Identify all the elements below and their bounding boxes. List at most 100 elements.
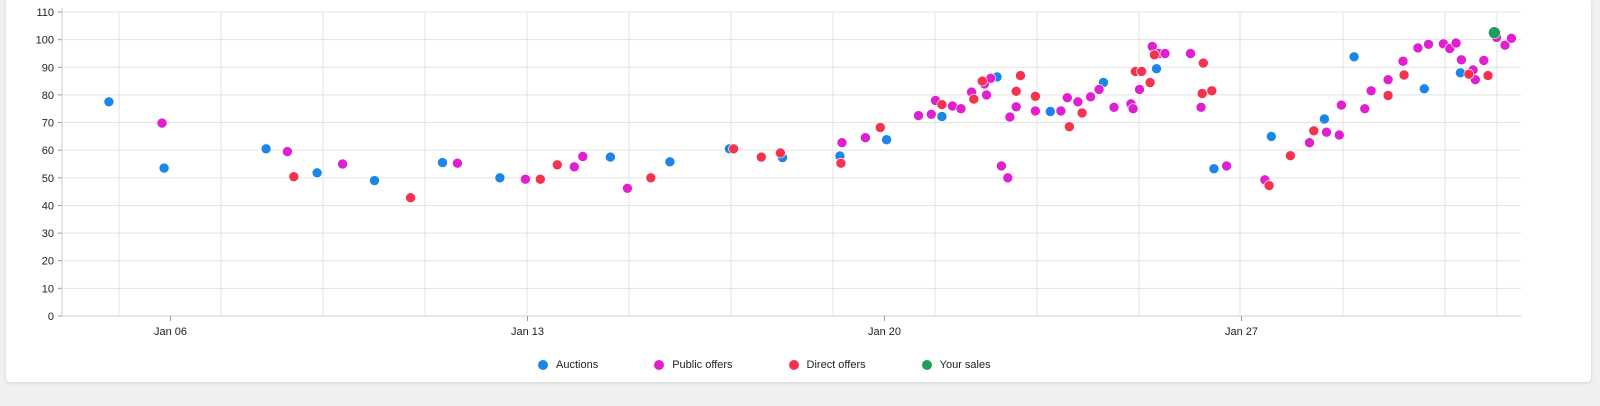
data-point-auctions[interactable] xyxy=(936,111,948,122)
data-point-your-sales[interactable] xyxy=(1488,26,1501,40)
data-point-public-offers[interactable] xyxy=(1359,103,1371,114)
data-point-direct-offers[interactable] xyxy=(1382,90,1394,101)
data-point-auctions[interactable] xyxy=(1151,63,1162,74)
data-point-direct-offers[interactable] xyxy=(874,122,886,133)
data-point-public-offers[interactable] xyxy=(1093,84,1105,95)
data-point-public-offers[interactable] xyxy=(1072,96,1084,108)
data-point-public-offers[interactable] xyxy=(1159,48,1171,59)
data-point-auctions[interactable] xyxy=(1348,51,1360,63)
data-point-direct-offers[interactable] xyxy=(835,157,847,169)
data-point-direct-offers[interactable] xyxy=(1263,180,1275,191)
data-point-public-offers[interactable] xyxy=(981,89,992,101)
data-point-public-offers[interactable] xyxy=(1506,32,1517,44)
data-point-direct-offers[interactable] xyxy=(1463,68,1475,80)
data-point-auctions[interactable] xyxy=(437,157,448,168)
data-point-direct-offers[interactable] xyxy=(1206,85,1218,97)
data-point-auctions[interactable] xyxy=(103,96,115,108)
data-point-public-offers[interactable] xyxy=(860,132,871,143)
data-point-direct-offers[interactable] xyxy=(1010,86,1022,97)
data-point-public-offers[interactable] xyxy=(836,137,848,148)
data-point-public-offers[interactable] xyxy=(1127,103,1139,114)
data-point-public-offers[interactable] xyxy=(622,183,633,194)
data-point-public-offers[interactable] xyxy=(520,173,531,185)
data-point-public-offers[interactable] xyxy=(996,160,1007,172)
data-point-public-offers[interactable] xyxy=(1336,99,1347,111)
data-point-public-offers[interactable] xyxy=(1010,101,1022,113)
data-point-direct-offers[interactable] xyxy=(1015,70,1026,81)
data-point-direct-offers[interactable] xyxy=(1144,77,1156,88)
data-point-direct-offers[interactable] xyxy=(1136,66,1147,77)
data-point-public-offers[interactable] xyxy=(1382,74,1394,85)
data-point-public-offers[interactable] xyxy=(1195,102,1207,113)
data-point-direct-offers[interactable] xyxy=(288,171,300,182)
data-point-public-offers[interactable] xyxy=(577,151,589,162)
data-point-public-offers[interactable] xyxy=(1004,111,1016,123)
data-point-direct-offers[interactable] xyxy=(976,75,988,87)
data-point-direct-offers[interactable] xyxy=(1149,49,1160,61)
legend-item-your-sales[interactable]: Your sales xyxy=(921,359,991,371)
data-point-public-offers[interactable] xyxy=(1321,126,1332,138)
data-point-public-offers[interactable] xyxy=(1304,137,1315,148)
legend-item-public-offers[interactable]: Public offers xyxy=(654,359,733,371)
data-point-public-offers[interactable] xyxy=(452,157,463,169)
data-point-auctions[interactable] xyxy=(664,156,676,168)
data-point-public-offers[interactable] xyxy=(1134,84,1145,95)
data-point-direct-offers[interactable] xyxy=(1076,107,1088,119)
data-point-direct-offers[interactable] xyxy=(1398,69,1410,81)
data-point-public-offers[interactable] xyxy=(1062,92,1073,103)
legend-item-direct-offers[interactable]: Direct offers xyxy=(788,359,866,371)
data-point-auctions[interactable] xyxy=(1045,106,1056,117)
data-point-direct-offers[interactable] xyxy=(1482,70,1494,81)
data-point-direct-offers[interactable] xyxy=(1064,121,1075,132)
data-point-auctions[interactable] xyxy=(494,172,506,184)
data-point-direct-offers[interactable] xyxy=(645,172,657,184)
data-point-public-offers[interactable] xyxy=(1002,172,1014,184)
data-point-auctions[interactable] xyxy=(311,167,323,179)
data-point-public-offers[interactable] xyxy=(1334,129,1345,141)
data-point-direct-offers[interactable] xyxy=(534,173,546,185)
data-point-auctions[interactable] xyxy=(1319,113,1330,125)
data-point-public-offers[interactable] xyxy=(337,158,348,170)
data-point-public-offers[interactable] xyxy=(1456,54,1467,66)
data-point-public-offers[interactable] xyxy=(1030,105,1041,117)
data-point-public-offers[interactable] xyxy=(1108,102,1120,113)
data-point-direct-offers[interactable] xyxy=(728,143,739,155)
data-point-direct-offers[interactable] xyxy=(1285,150,1296,161)
data-point-public-offers[interactable] xyxy=(925,109,937,120)
data-point-public-offers[interactable] xyxy=(913,110,924,121)
data-point-direct-offers[interactable] xyxy=(1198,57,1209,69)
data-point-public-offers[interactable] xyxy=(1085,91,1096,103)
data-point-auctions[interactable] xyxy=(881,134,892,145)
data-point-auctions[interactable] xyxy=(260,143,272,155)
data-point-auctions[interactable] xyxy=(369,175,380,186)
data-point-public-offers[interactable] xyxy=(568,161,580,173)
data-point-public-offers[interactable] xyxy=(156,117,168,129)
data-point-auctions[interactable] xyxy=(1266,131,1277,142)
data-point-direct-offers[interactable] xyxy=(936,99,948,110)
data-point-direct-offers[interactable] xyxy=(755,151,767,163)
data-point-public-offers[interactable] xyxy=(1499,39,1511,51)
data-point-direct-offers[interactable] xyxy=(405,192,416,203)
data-point-direct-offers[interactable] xyxy=(775,147,786,159)
data-point-public-offers[interactable] xyxy=(282,146,293,157)
data-point-direct-offers[interactable] xyxy=(1308,125,1320,137)
data-point-public-offers[interactable] xyxy=(1221,160,1232,172)
data-point-auctions[interactable] xyxy=(158,162,170,174)
legend-item-auctions[interactable]: Auctions xyxy=(538,359,598,371)
data-point-direct-offers[interactable] xyxy=(551,159,563,171)
data-point-auctions[interactable] xyxy=(1208,163,1220,174)
data-point-auctions[interactable] xyxy=(605,151,616,163)
data-point-public-offers[interactable] xyxy=(1478,55,1490,66)
data-point-public-offers[interactable] xyxy=(1365,85,1377,97)
data-point-public-offers[interactable] xyxy=(1450,37,1462,49)
data-point-public-offers[interactable] xyxy=(1185,48,1196,59)
data-point-public-offers[interactable] xyxy=(955,103,967,114)
data-point-public-offers[interactable] xyxy=(1397,55,1409,67)
data-point-direct-offers[interactable] xyxy=(1030,91,1041,102)
data-point-direct-offers[interactable] xyxy=(1196,88,1208,99)
data-point-public-offers[interactable] xyxy=(1412,42,1424,54)
data-point-direct-offers[interactable] xyxy=(968,93,980,105)
data-point-auctions[interactable] xyxy=(1419,83,1430,95)
data-point-public-offers[interactable] xyxy=(1423,38,1434,50)
data-point-public-offers[interactable] xyxy=(1055,105,1067,117)
